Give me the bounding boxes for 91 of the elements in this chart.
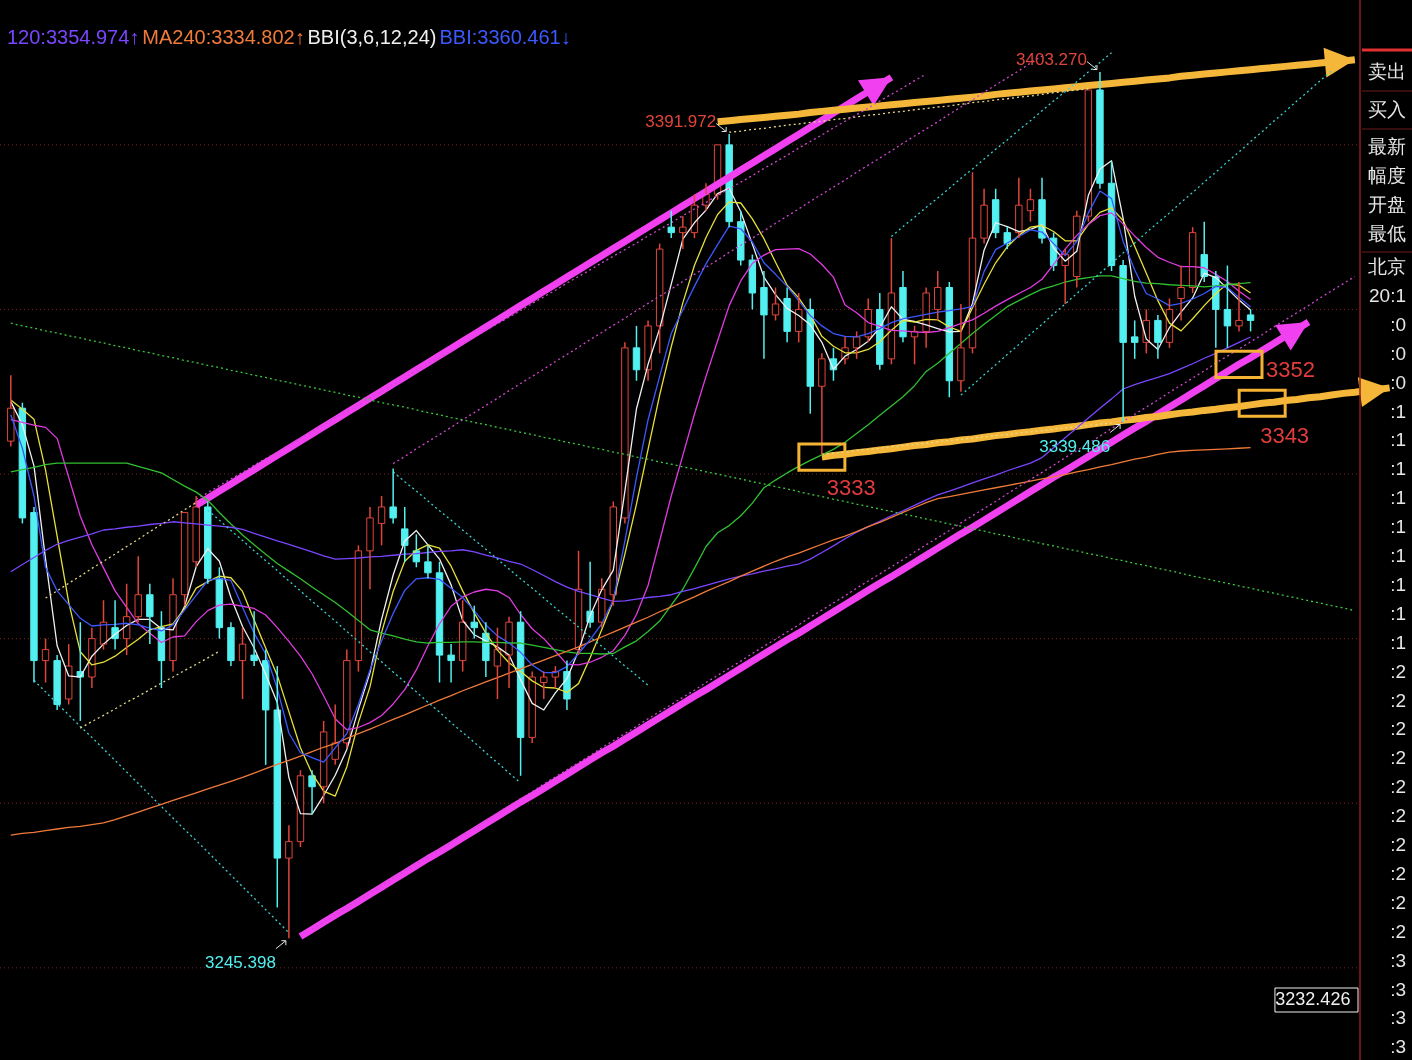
candlestick xyxy=(679,215,687,250)
annotation: :3 xyxy=(1390,1007,1407,1029)
annotation: :3 xyxy=(1390,949,1407,971)
text: MA240:3334.802↑ xyxy=(142,26,305,48)
annotation: BBI(3,6,12,24) xyxy=(307,26,437,48)
candlestick xyxy=(192,495,200,569)
candlestick xyxy=(864,297,872,344)
annotation: :1 xyxy=(1390,429,1407,451)
candlestick xyxy=(760,270,768,360)
annotation: 3245.398 xyxy=(204,953,276,973)
candlestick xyxy=(505,615,513,689)
annotation: 20:1 xyxy=(1369,284,1407,306)
candlestick xyxy=(7,374,15,448)
candlestick xyxy=(1038,177,1046,245)
candlestick xyxy=(899,270,907,344)
candlestick xyxy=(1200,220,1208,283)
annotation: :2 xyxy=(1390,862,1407,884)
annotation: 3391.972 xyxy=(645,112,717,132)
annotation: 最新 xyxy=(1368,136,1407,157)
text: BBI:3360.461↓ xyxy=(439,26,571,48)
candlestick xyxy=(737,209,745,267)
candlestick xyxy=(308,769,316,815)
annotation: :0 xyxy=(1390,342,1407,364)
text: 120:3354.974↑ xyxy=(6,26,140,48)
candlestick xyxy=(493,626,502,700)
annotation: :0 xyxy=(1390,313,1407,335)
annotation: :1 xyxy=(1390,631,1407,653)
annotation: :1 xyxy=(1390,516,1407,538)
annotation: :2 xyxy=(1390,776,1407,798)
candlestick xyxy=(88,626,96,689)
annotation: 3352 xyxy=(1265,357,1315,383)
annotation: :2 xyxy=(1390,718,1407,740)
annotation: :2 xyxy=(1390,660,1407,682)
candlestick xyxy=(250,610,258,667)
annotation: 3232.426 xyxy=(1275,989,1351,1009)
annotation: :2 xyxy=(1390,920,1407,942)
annotation: :2 xyxy=(1390,689,1407,711)
candlestick xyxy=(343,648,351,750)
annotation: 3343 xyxy=(1260,423,1310,449)
candlestick xyxy=(366,506,374,590)
candlestick xyxy=(644,319,652,382)
candlestick xyxy=(528,670,536,744)
candlestick xyxy=(876,292,884,371)
candlestick xyxy=(1154,314,1162,360)
candlestick xyxy=(424,544,432,580)
annotation: 3403.270 xyxy=(1016,50,1087,70)
candlestick xyxy=(285,824,293,939)
annotation: :1 xyxy=(1390,545,1407,566)
candlestick xyxy=(1223,264,1232,349)
candlestick xyxy=(169,577,177,673)
candlestick xyxy=(1096,71,1104,190)
annotation: 开盘 xyxy=(1368,194,1407,215)
annotation: :0 xyxy=(1390,371,1407,393)
candlestick xyxy=(1235,281,1243,333)
annotation: :2 xyxy=(1390,891,1407,913)
candlestick xyxy=(1177,264,1185,322)
candlestick xyxy=(621,341,629,525)
annotation: 最低 xyxy=(1368,223,1407,244)
candlestick xyxy=(389,467,397,525)
annotation: :2 xyxy=(1390,834,1407,855)
annotation: 卖出 xyxy=(1368,61,1407,82)
candlestick xyxy=(540,670,548,700)
candlestick xyxy=(818,352,826,456)
candlestick xyxy=(134,555,142,623)
annotation: :1 xyxy=(1390,458,1407,480)
annotation: 幅度 xyxy=(1368,165,1407,186)
annotation: 3333 xyxy=(826,475,876,501)
candlestick xyxy=(227,621,235,667)
annotation: :2 xyxy=(1390,747,1407,769)
annotation: :1 xyxy=(1390,400,1407,422)
candlestick xyxy=(1119,259,1127,423)
annotation: 北京 xyxy=(1368,256,1407,277)
candlestick xyxy=(980,187,988,245)
annotation: :1 xyxy=(1390,487,1407,509)
candlestick xyxy=(447,643,455,684)
candlestick xyxy=(146,583,154,645)
candlestick xyxy=(30,506,38,684)
annotation: :2 xyxy=(1390,805,1407,827)
candlestick xyxy=(273,665,281,909)
candlestick xyxy=(957,303,965,393)
annotation: :1 xyxy=(1390,602,1407,624)
candlestick xyxy=(1015,177,1023,239)
candlestick xyxy=(783,286,791,344)
annotation: :1 xyxy=(1390,573,1407,595)
candlestick xyxy=(204,500,212,585)
annotation: 买入 xyxy=(1368,99,1407,120)
candlestick xyxy=(111,599,119,651)
candlestick xyxy=(667,209,675,239)
annotation: :3 xyxy=(1390,978,1407,1000)
candlestick xyxy=(53,654,61,711)
annotation: :3 xyxy=(1390,1036,1407,1058)
